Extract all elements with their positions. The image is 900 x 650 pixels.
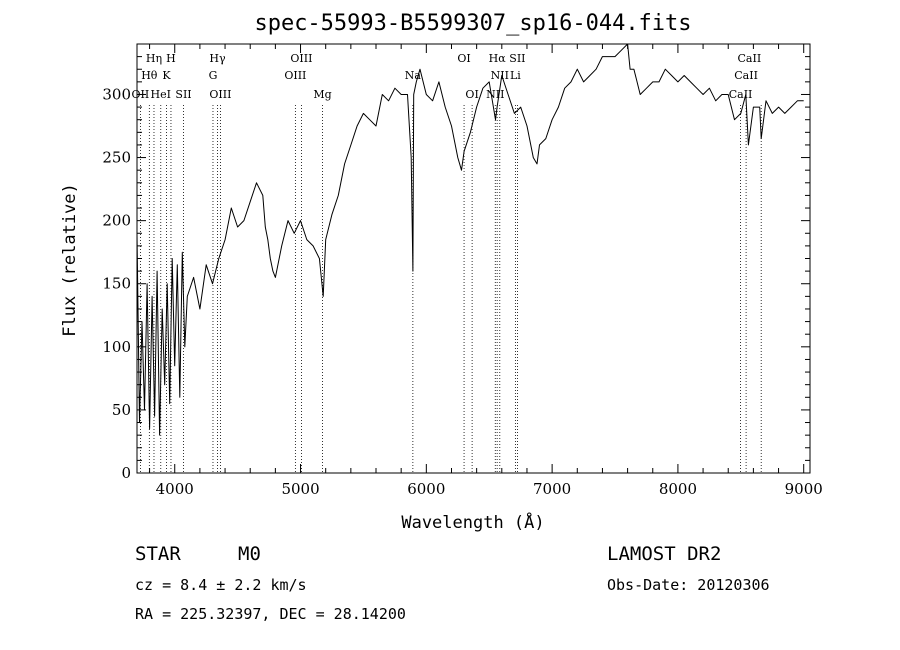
- spectral-line-label: OIII: [209, 88, 231, 101]
- spectral-line-label: SII: [509, 52, 525, 65]
- y-tick-label: 0: [121, 464, 131, 482]
- spectral-line-label: CaII: [729, 88, 753, 101]
- spectral-line-label: OIII: [284, 69, 306, 82]
- y-tick-label: 50: [112, 401, 131, 419]
- spectral-line-label: OII: [132, 88, 150, 101]
- observation-date: Obs-Date: 20120306: [607, 576, 770, 594]
- y-axis-label: Flux (relative): [60, 183, 80, 337]
- spectral-line-label: CaII: [734, 69, 758, 82]
- x-tick-label: 7000: [533, 480, 571, 498]
- spectral-line-label: Mg: [313, 88, 331, 101]
- y-tick-label: 150: [102, 275, 131, 293]
- spectral-line-label: Na: [405, 69, 422, 82]
- spectral-line-label: Hγ: [209, 52, 226, 65]
- y-tick-label: 250: [102, 149, 131, 167]
- spectral-line-label: Hθ: [141, 69, 158, 82]
- x-axis-label: Wavelength (Å): [401, 511, 544, 533]
- spectrum-line: [136, 43, 804, 436]
- plot-frame: [136, 43, 811, 474]
- coordinates-info: RA = 225.32397, DEC = 28.14200: [135, 605, 406, 623]
- y-tick-label: 100: [102, 338, 131, 356]
- spectral-line-label: OI: [465, 88, 478, 101]
- spectral-line-label: SII: [175, 88, 191, 101]
- spectral-line-label: Hη: [146, 52, 162, 65]
- x-tick-label: 4000: [156, 480, 194, 498]
- spectral-line-label: NII: [491, 69, 509, 82]
- x-tick-label: 9000: [785, 480, 823, 498]
- spectral-line-label: CaII: [738, 52, 762, 65]
- spectral-line-label: G: [209, 69, 218, 82]
- x-tick-label: 5000: [281, 480, 319, 498]
- spectrum-chart: spec-55993-B5599307_sp16-044.fits 4000 50…: [60, 11, 823, 533]
- spectral-line-label: OIII: [290, 52, 312, 65]
- spectral-line-label: H: [166, 52, 176, 65]
- object-class: STAR: [135, 543, 181, 565]
- plot-area: 4000 5000 6000 7000 8000 9000 0 50 100 150 200 250 3…: [102, 43, 823, 498]
- spectral-line-label: OI: [457, 52, 470, 65]
- spectral-line-label: HeI: [151, 88, 171, 101]
- y-tick-label: 300: [102, 85, 131, 103]
- x-tick-label: 6000: [407, 480, 445, 498]
- survey-label: LAMOST DR2: [607, 543, 722, 565]
- spectral-line-label: NII: [486, 88, 504, 101]
- object-subclass: M0: [238, 543, 261, 565]
- spectral-line-label: K: [162, 69, 171, 82]
- chart-title: spec-55993-B5599307_sp16-044.fits: [254, 11, 691, 36]
- spectral-line-label: Hα: [489, 52, 507, 65]
- spectral-line-label: Li: [510, 69, 521, 82]
- y-tick-label: 200: [102, 212, 131, 230]
- x-tick-label: 8000: [659, 480, 697, 498]
- redshift-info: cz = 8.4 ± 2.2 km/s: [135, 576, 307, 594]
